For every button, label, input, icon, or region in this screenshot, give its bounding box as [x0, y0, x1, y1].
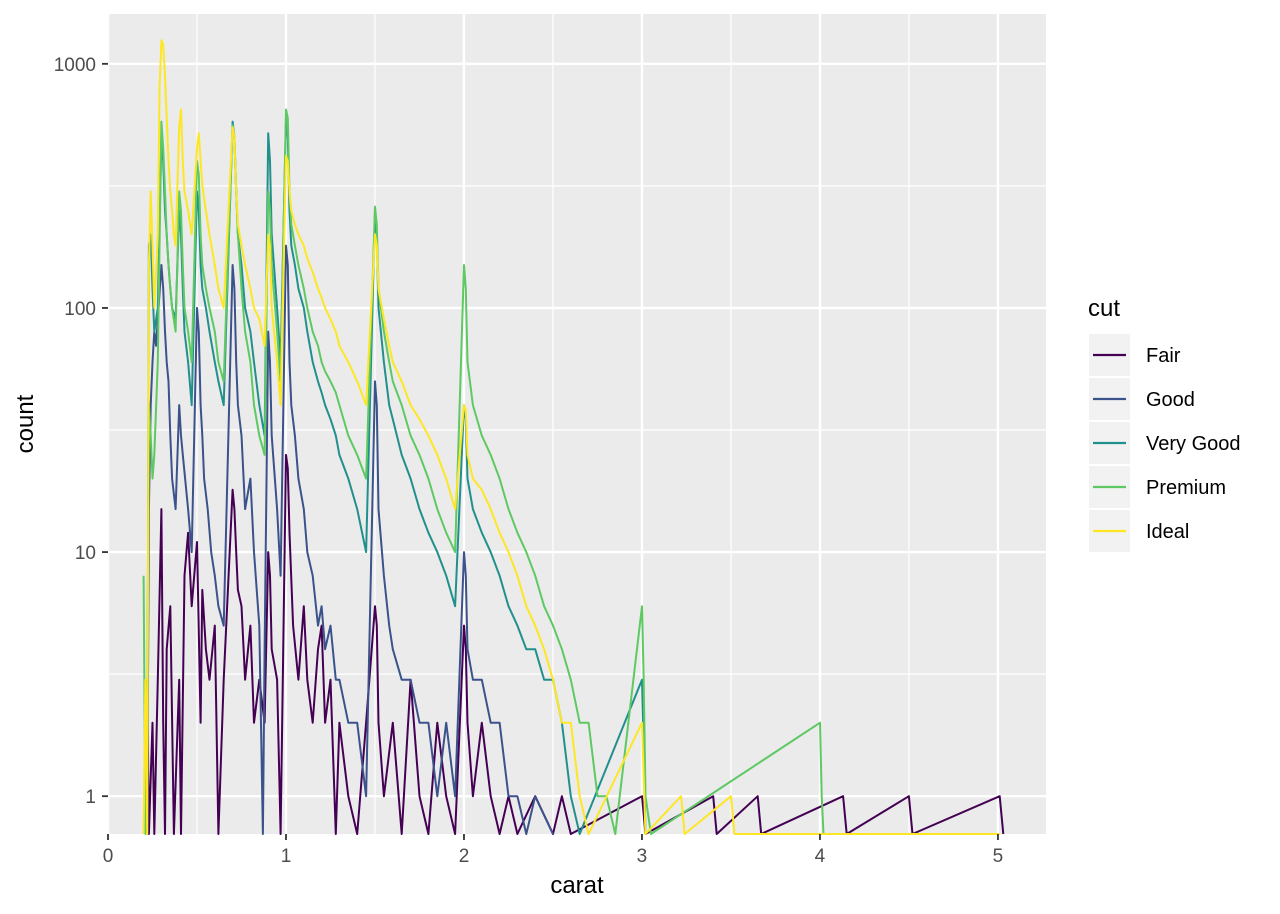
legend-label-very-good: Very Good	[1146, 433, 1241, 455]
y-tick-label: 100	[64, 299, 96, 320]
x-tick-label: 2	[459, 846, 470, 867]
legend-label-fair: Fair	[1146, 345, 1181, 367]
legend-items: Fair Good Very Good Premium Ideal	[1089, 334, 1241, 552]
y-axis-ticks: 1 10 100 1000	[54, 55, 108, 808]
x-axis-title: carat	[550, 872, 604, 899]
legend: cut Fair Good Very Good Premium Ideal	[1088, 295, 1241, 552]
series-line-fair	[146, 453, 1005, 835]
y-tick-label: 1	[85, 787, 96, 808]
x-tick-label: 3	[637, 846, 648, 867]
legend-title: cut	[1088, 295, 1120, 322]
series-line-premium	[142, 108, 825, 835]
x-tick-label: 5	[993, 846, 1004, 867]
legend-label-good: Good	[1146, 389, 1195, 411]
series-lines	[142, 39, 1005, 835]
legend-label-ideal: Ideal	[1146, 521, 1189, 543]
y-tick-label: 1000	[54, 55, 96, 76]
series-line-good	[146, 244, 554, 835]
x-tick-label: 1	[281, 846, 292, 867]
x-axis-ticks: 0 1 2 3 4 5	[103, 834, 1004, 867]
series-line-ideal	[142, 39, 1000, 835]
x-tick-label: 4	[815, 846, 826, 867]
legend-label-premium: Premium	[1146, 477, 1226, 499]
x-tick-label: 0	[103, 846, 114, 867]
y-axis-title: count	[12, 394, 39, 453]
y-tick-label: 10	[75, 543, 96, 564]
